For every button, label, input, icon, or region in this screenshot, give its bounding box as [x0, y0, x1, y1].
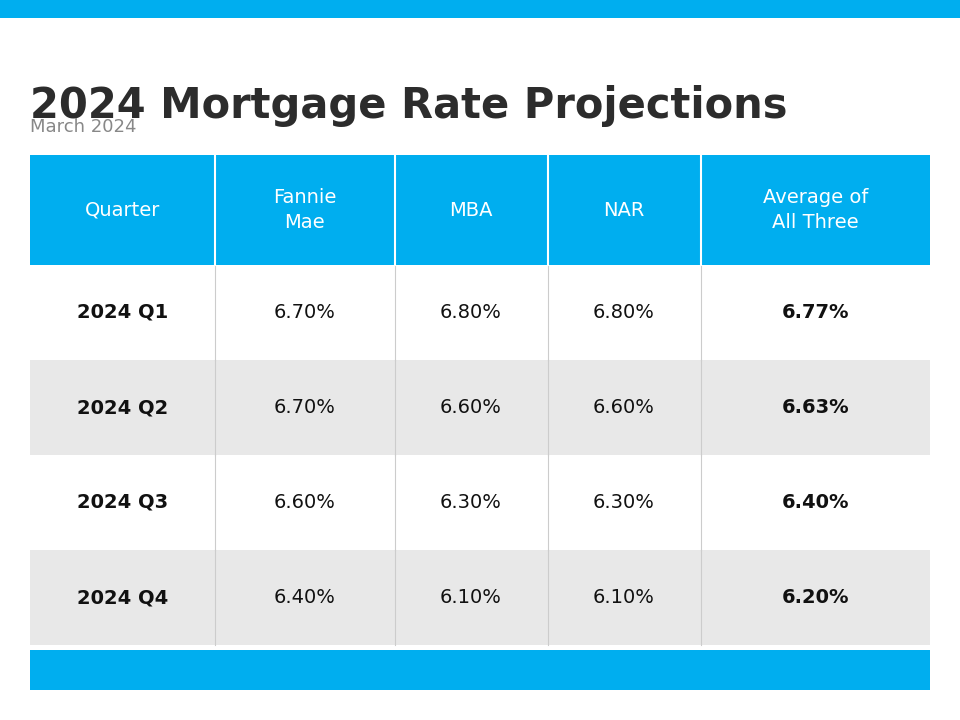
Bar — [30, 650, 930, 690]
Text: 2024 Q4: 2024 Q4 — [77, 588, 168, 607]
Text: 6.10%: 6.10% — [440, 588, 502, 607]
Text: 2024 Q1: 2024 Q1 — [77, 303, 168, 322]
Text: 6.30%: 6.30% — [440, 493, 502, 512]
Text: 6.10%: 6.10% — [593, 588, 655, 607]
Text: Average of
All Three: Average of All Three — [762, 188, 868, 232]
Text: March 2024: March 2024 — [30, 118, 136, 136]
Text: 2024 Mortgage Rate Projections: 2024 Mortgage Rate Projections — [30, 85, 787, 127]
Text: 6.70%: 6.70% — [274, 303, 335, 322]
Text: 6.80%: 6.80% — [593, 303, 655, 322]
Bar — [0, 0, 960, 18]
Text: 6.80%: 6.80% — [440, 303, 502, 322]
Text: 6.60%: 6.60% — [593, 398, 655, 417]
Text: 2024 Q2: 2024 Q2 — [77, 398, 168, 417]
Text: 6.77%: 6.77% — [781, 303, 849, 322]
Bar — [30, 360, 930, 455]
Bar — [30, 455, 930, 550]
Text: 6.63%: 6.63% — [781, 398, 849, 417]
Text: 2024 Q3: 2024 Q3 — [77, 493, 168, 512]
Text: Quarter: Quarter — [84, 200, 160, 220]
Text: 6.70%: 6.70% — [274, 398, 335, 417]
Text: 6.30%: 6.30% — [593, 493, 655, 512]
Bar — [30, 265, 930, 360]
Text: Fannie
Mae: Fannie Mae — [273, 188, 336, 232]
Bar — [30, 155, 930, 265]
Bar — [30, 550, 930, 645]
Text: 6.40%: 6.40% — [781, 493, 849, 512]
Text: 6.60%: 6.60% — [440, 398, 502, 417]
Text: 6.60%: 6.60% — [274, 493, 335, 512]
Text: MBA: MBA — [449, 200, 492, 220]
Text: 6.40%: 6.40% — [274, 588, 335, 607]
Text: NAR: NAR — [603, 200, 645, 220]
Text: 6.20%: 6.20% — [781, 588, 849, 607]
